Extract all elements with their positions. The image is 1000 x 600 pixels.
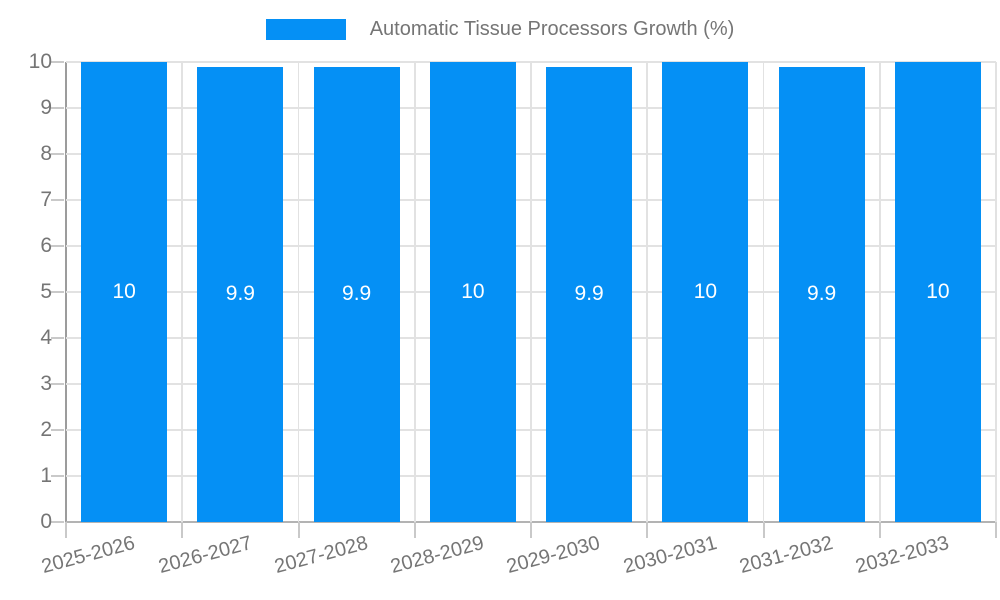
bar-value-label: 9.9 xyxy=(574,282,604,306)
x-axis-tick-label: 2031-2032 xyxy=(737,532,836,579)
y-axis-tick-label: 7 xyxy=(40,188,52,211)
y-axis-tick xyxy=(51,521,64,523)
x-axis-tick xyxy=(413,522,416,538)
bar-2027-2028: 9.9 xyxy=(313,66,400,522)
bar-2031-2032: 9.9 xyxy=(778,66,865,522)
bar-value-label: 10 xyxy=(693,280,718,303)
bar-2028-2029: 10 xyxy=(429,62,516,522)
x-axis-tick-label: 2028-2029 xyxy=(388,532,487,579)
legend-swatch[interactable] xyxy=(265,19,346,40)
v-gridline xyxy=(878,62,881,522)
y-axis-tick-label: 10 xyxy=(28,50,52,73)
x-axis-tick xyxy=(995,522,997,538)
y-axis-tick xyxy=(51,107,64,109)
bar-value-label: 10 xyxy=(461,280,485,303)
y-axis-tick-label: 4 xyxy=(40,326,52,349)
v-gridline xyxy=(995,62,997,522)
bar-value-label: 9.9 xyxy=(342,282,372,306)
legend-label: Automatic Tissue Processors Growth (%) xyxy=(369,18,735,40)
x-axis-tick-label: 2029-2030 xyxy=(504,532,603,579)
x-axis-tick xyxy=(181,522,184,538)
y-axis-tick xyxy=(51,199,64,201)
bar-value-label: 9.9 xyxy=(225,282,255,306)
y-axis-tick-label: 1 xyxy=(40,464,52,487)
v-gridline xyxy=(646,62,649,522)
v-gridline xyxy=(297,62,300,522)
bar-value-label: 9.9 xyxy=(807,282,837,306)
v-gridline xyxy=(181,62,184,522)
x-axis-tick-label: 2027-2028 xyxy=(272,532,371,579)
y-axis-tick xyxy=(51,475,64,477)
y-axis-tick-label: 6 xyxy=(40,234,52,257)
v-gridline xyxy=(762,62,765,522)
y-axis-tick-label: 5 xyxy=(40,280,52,303)
bar-2025-2026: 10 xyxy=(81,62,168,522)
plot-area: 10 9.9 9.9 10 9.9 10 9.9 10 xyxy=(51,61,997,538)
y-axis-tick xyxy=(51,61,64,63)
x-axis-tick-label: 2032-2033 xyxy=(853,532,952,579)
y-axis-tick-label: 0 xyxy=(40,510,52,533)
y-axis-tick xyxy=(51,153,64,155)
bar-2030-2031: 10 xyxy=(662,62,749,522)
y-axis-tick-label: 9 xyxy=(40,96,52,119)
x-axis-tick xyxy=(762,522,765,538)
y-axis-tick xyxy=(51,337,64,339)
bar-value-label: 10 xyxy=(112,280,136,303)
x-axis-tick xyxy=(297,522,300,538)
bar-value-label: 10 xyxy=(926,280,950,303)
v-gridline xyxy=(413,62,416,522)
legend[interactable]: Automatic Tissue Processors Growth (%) xyxy=(0,18,1000,41)
y-axis-tick-label: 8 xyxy=(40,142,52,165)
bar-2026-2027: 9.9 xyxy=(197,66,284,522)
x-axis-tick xyxy=(530,522,532,538)
x-axis-tick xyxy=(646,522,649,538)
x-axis-tick-label: 2026-2027 xyxy=(155,532,255,579)
y-axis-tick xyxy=(51,429,64,431)
x-axis-tick xyxy=(65,522,67,538)
bar-2029-2030: 9.9 xyxy=(546,66,633,522)
bar-2032-2033: 10 xyxy=(894,62,981,522)
y-axis-tick-label: 2 xyxy=(40,418,52,441)
y-axis-tick-label: 3 xyxy=(40,372,52,395)
y-axis-tick xyxy=(51,291,64,293)
x-axis-tick xyxy=(878,522,881,538)
y-axis-tick xyxy=(51,383,64,385)
y-axis-tick xyxy=(51,245,64,247)
v-gridline xyxy=(530,62,532,522)
x-axis-tick-label: 2030-2031 xyxy=(620,532,720,579)
x-axis-tick-label: 2025-2026 xyxy=(39,532,138,579)
